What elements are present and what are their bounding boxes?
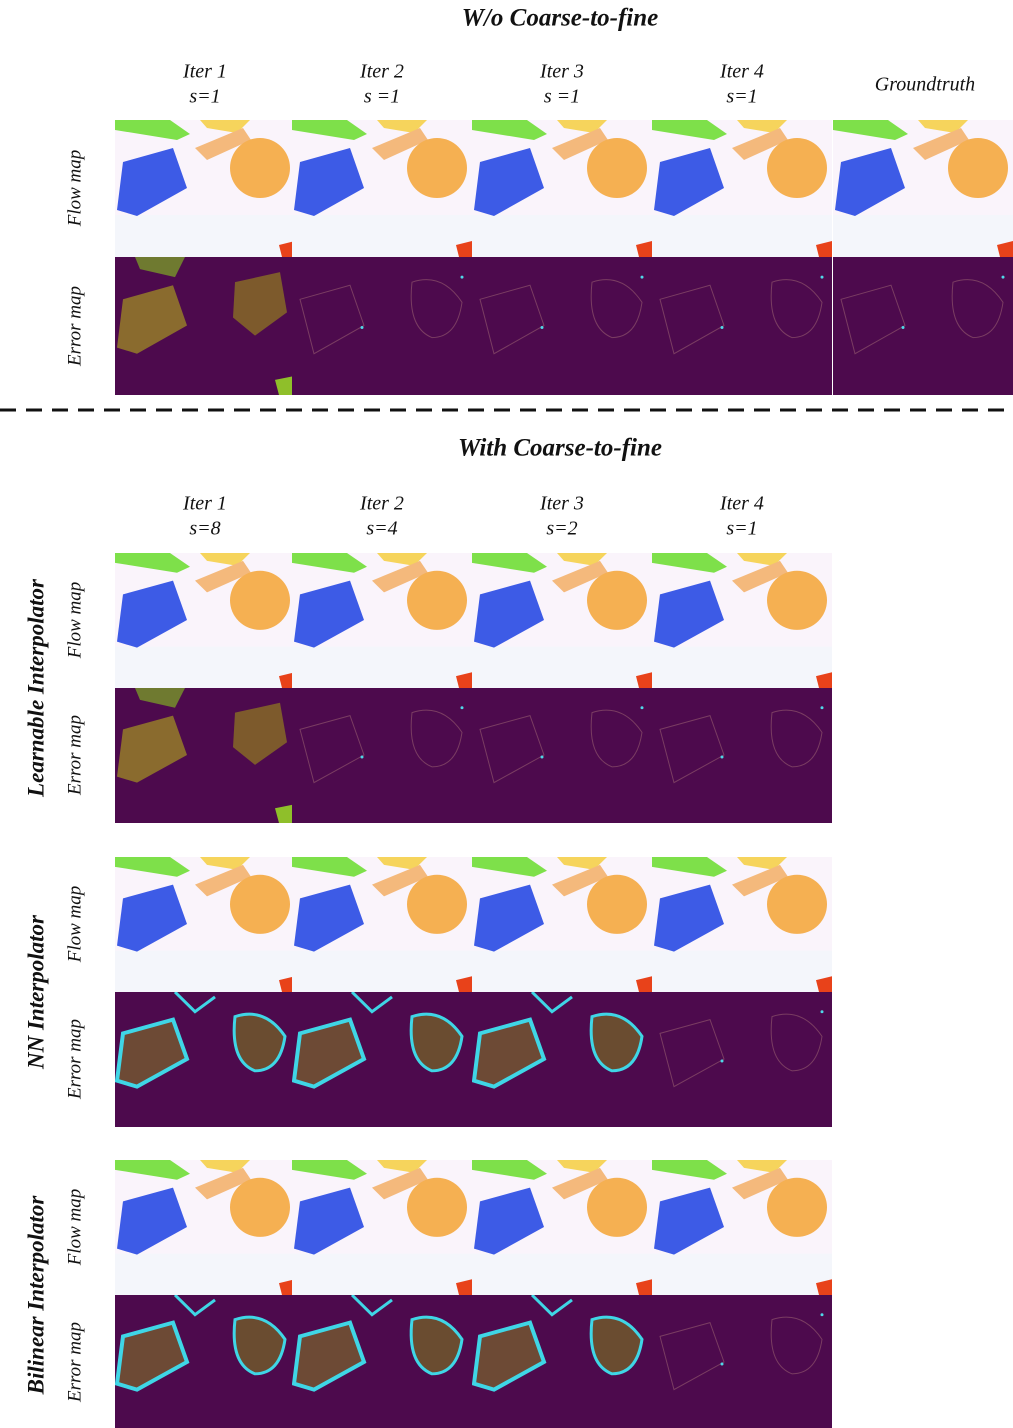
- column-header: s=8: [189, 518, 220, 540]
- group-label: Learnable Interpolator: [23, 578, 48, 798]
- column-header: Iter 4: [719, 493, 764, 515]
- group-label: Bilinear Interpolator: [23, 1195, 48, 1396]
- row-label: Flow map: [64, 582, 85, 660]
- column-header: s=4: [366, 518, 397, 540]
- column-header: Groundtruth: [875, 74, 975, 96]
- group-label: NN Interpolator: [23, 914, 48, 1070]
- image-tile: [472, 257, 652, 395]
- image-tile: [652, 857, 832, 992]
- image-tile: [472, 688, 652, 823]
- image-tile: [292, 1160, 472, 1295]
- image-tile: [652, 553, 832, 688]
- image-tile: [472, 553, 652, 688]
- image-tile: [292, 120, 472, 257]
- row-label: Error map: [64, 715, 85, 796]
- column-header: Iter 4: [719, 61, 764, 83]
- image-tile: [652, 992, 832, 1127]
- row-label: Error map: [64, 1322, 85, 1403]
- column-header: s=1: [726, 86, 757, 108]
- column-header: s =1: [544, 86, 580, 108]
- row-label: Error map: [64, 286, 85, 367]
- image-tile: [115, 1160, 295, 1295]
- image-tile: [652, 1160, 832, 1295]
- image-tile: [292, 688, 472, 823]
- image-tile: [652, 1295, 832, 1428]
- row-label: Flow map: [64, 1189, 85, 1267]
- image-tile: [652, 120, 832, 257]
- image-tile: [292, 992, 472, 1127]
- image-tile: [115, 992, 295, 1127]
- image-tile: [115, 257, 295, 395]
- column-header: s =1: [364, 86, 400, 108]
- image-tile: [472, 120, 652, 257]
- image-tile: [115, 857, 295, 992]
- column-header: Iter 2: [359, 61, 404, 83]
- image-tile: [292, 553, 472, 688]
- column-header: Iter 3: [539, 493, 584, 515]
- image-tile: [115, 688, 295, 823]
- image-tile: [472, 1295, 652, 1428]
- figure: W/o Coarse-to-fine Groundtruth With Coar…: [0, 0, 1013, 1428]
- column-header: Iter 3: [539, 61, 584, 83]
- column-header: Iter 2: [359, 493, 404, 515]
- image-tile: [292, 257, 472, 395]
- row-label: Error map: [64, 1019, 85, 1100]
- image-tile: [115, 120, 295, 257]
- image-tile: [652, 257, 832, 395]
- image-tile: [292, 1295, 472, 1428]
- section-title: With Coarse-to-fine: [458, 435, 662, 462]
- image-tile: [115, 1295, 295, 1428]
- image-tile: [472, 1160, 652, 1295]
- image-tile: [472, 992, 652, 1127]
- column-header: Iter 1: [182, 493, 227, 515]
- column-header: Iter 1: [182, 61, 227, 83]
- image-tile: [833, 257, 1013, 395]
- section-title: W/o Coarse-to-fine: [462, 5, 659, 32]
- column-header: s=1: [726, 518, 757, 540]
- image-tile: [472, 857, 652, 992]
- image-tile: [652, 688, 832, 823]
- image-tile: [115, 553, 295, 688]
- row-label: Flow map: [64, 150, 85, 228]
- column-header: s=1: [189, 86, 220, 108]
- row-label: Flow map: [64, 886, 85, 964]
- image-tile: [833, 120, 1013, 257]
- image-tile: [292, 857, 472, 992]
- column-header: s=2: [546, 518, 577, 540]
